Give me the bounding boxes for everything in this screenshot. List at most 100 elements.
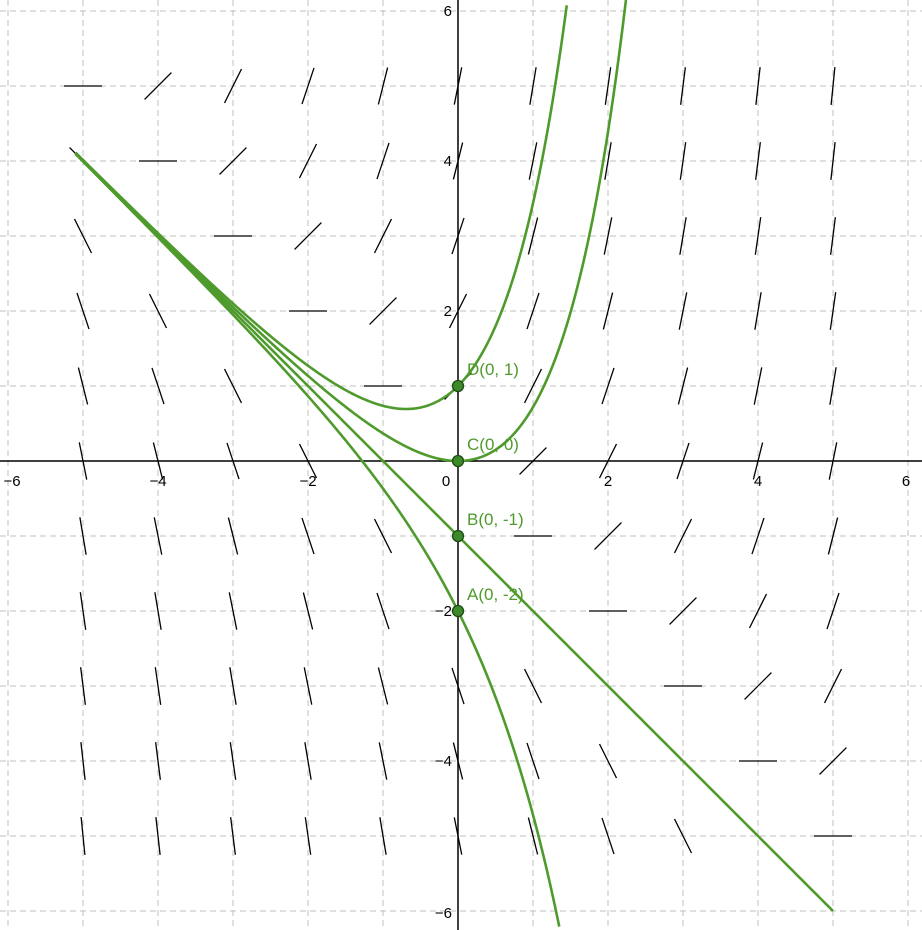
- slope-segment: [304, 742, 312, 780]
- slope-segment: [601, 817, 615, 855]
- slope-segment: [154, 667, 162, 705]
- slope-segment: [830, 142, 836, 180]
- slope-segment: [80, 742, 86, 780]
- slope-segment: [598, 743, 618, 779]
- slope-segment: [377, 667, 389, 705]
- slope-segment: [748, 593, 768, 629]
- slope-segment: [228, 592, 238, 630]
- slope-segment: [827, 517, 839, 555]
- slope-segment: [826, 592, 840, 630]
- slope-segment: [523, 368, 543, 404]
- slope-segment: [154, 592, 162, 630]
- slope-segment: [754, 142, 762, 180]
- initial-point: [451, 454, 465, 468]
- slope-segment: [679, 217, 687, 255]
- slope-segment: [376, 142, 390, 180]
- slope-segment: [229, 742, 237, 780]
- slope-segment: [304, 817, 312, 855]
- slope-segment: [527, 217, 539, 255]
- slope-segment: [223, 68, 243, 104]
- initial-point: [451, 379, 465, 393]
- slope-segment: [155, 817, 161, 855]
- slope-segment: [148, 293, 168, 329]
- slope-segment: [526, 742, 540, 780]
- slope-segment: [227, 517, 239, 555]
- x-tick-label: 6: [902, 473, 910, 490]
- point-label: C(0, 0): [467, 435, 519, 454]
- point-label: D(0, 1): [467, 360, 519, 379]
- slope-segment: [527, 817, 539, 855]
- slope-segment: [829, 292, 837, 330]
- point-label: B(0, -1): [467, 510, 524, 529]
- slope-segment: [294, 222, 322, 250]
- solution-curve: [74, 153, 561, 927]
- slope-segment: [830, 67, 836, 105]
- slope-segment: [594, 522, 622, 550]
- x-tick-label: −6: [3, 473, 20, 490]
- slope-segment: [823, 668, 843, 704]
- x-tick-label: −2: [299, 473, 316, 490]
- slope-segment: [754, 292, 762, 330]
- slope-segment: [523, 668, 543, 704]
- y-tick-label: −6: [435, 905, 452, 922]
- slope-segment: [79, 667, 87, 705]
- slope-segment: [753, 367, 763, 405]
- slope-segment: [678, 292, 688, 330]
- slope-segment: [79, 517, 87, 555]
- slope-segment: [151, 367, 165, 405]
- slope-segment: [73, 218, 93, 254]
- slope-segment: [376, 592, 390, 630]
- slope-segment: [829, 217, 837, 255]
- slope-segment: [154, 742, 162, 780]
- slope-segment: [79, 592, 87, 630]
- y-tick-label: 2: [444, 303, 452, 320]
- slope-segment: [377, 67, 389, 105]
- slope-segment: [223, 368, 243, 404]
- x-tick-label: −4: [149, 473, 166, 490]
- slope-segment: [373, 518, 393, 554]
- slope-segment: [673, 518, 693, 554]
- slope-segment: [77, 367, 89, 405]
- y-tick-label: 6: [444, 3, 452, 20]
- slope-segment: [744, 672, 772, 700]
- initial-point: [451, 604, 465, 618]
- slope-segment: [669, 597, 697, 625]
- slope-segment: [604, 67, 612, 105]
- y-tick-label: 4: [444, 153, 452, 170]
- slope-segment: [677, 367, 689, 405]
- slope-segment: [604, 142, 612, 180]
- slope-segment: [529, 67, 537, 105]
- slope-segment: [301, 67, 315, 105]
- slope-segment: [76, 292, 90, 330]
- slope-segment: [673, 818, 693, 854]
- slope-segment: [298, 143, 318, 179]
- slope-segment: [302, 592, 314, 630]
- initial-points: A(0, -2) B(0, -1) C(0, 0) D(0, 1): [451, 360, 524, 618]
- slope-segment: [526, 292, 540, 330]
- y-tick-label: −2: [435, 603, 452, 620]
- x-tick-label: 0: [442, 473, 450, 490]
- x-tick-label: 4: [754, 473, 762, 490]
- slope-segment: [153, 517, 163, 555]
- point-label: A(0, -2): [467, 585, 524, 604]
- slope-segment: [819, 747, 847, 775]
- slope-segment: [754, 217, 762, 255]
- slope-segment: [369, 297, 397, 325]
- slope-segment: [378, 742, 388, 780]
- slope-segment: [603, 217, 613, 255]
- slope-segment: [144, 72, 172, 100]
- slope-segment: [829, 367, 837, 405]
- slope-segment: [379, 817, 387, 855]
- solution-curve: [74, 5, 569, 411]
- slope-segment: [601, 367, 615, 405]
- slope-segment: [679, 142, 687, 180]
- initial-point: [451, 529, 465, 543]
- slope-segment: [229, 667, 237, 705]
- slope-segment: [301, 517, 315, 555]
- tick-labels: −6 −4 −2 0 2 4 6 −6 −4 −2 2 4 6: [3, 3, 910, 922]
- slope-segment: [602, 292, 614, 330]
- slope-segment: [219, 147, 247, 175]
- slope-segment: [80, 817, 86, 855]
- slope-segment: [528, 142, 538, 180]
